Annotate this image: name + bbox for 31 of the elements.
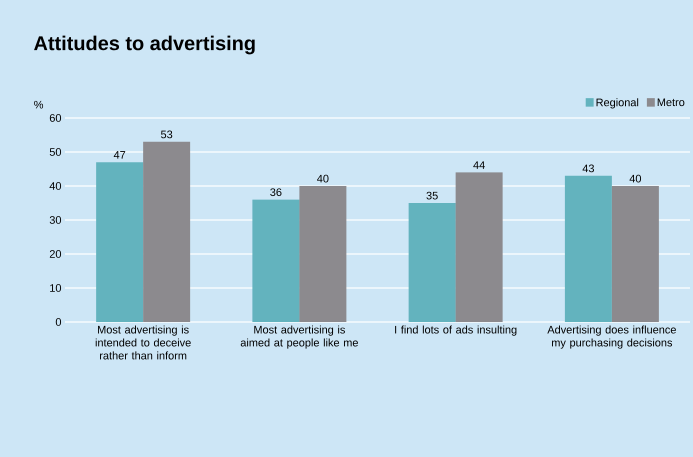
bar [96,162,144,322]
x-tick-label: Most advertising is aimed at people like me [240,326,358,349]
bar [143,142,190,322]
y-tick-label: 10 [50,284,62,292]
x-tick-label: Most advertising is intended to deceive rather than inform [96,326,191,360]
bar [612,186,659,322]
y-axis-title: % [34,100,44,108]
y-tick-label: 50 [50,148,62,156]
bar [408,202,456,322]
chart-title: Attitudes to advertising [34,36,255,54]
x-tick-label: Advertising does influence my purchasing decisions [547,326,676,349]
bar [252,200,300,322]
data-label: 40 [630,174,642,182]
x-tick-label: I find lots of ads insulting [395,326,516,336]
data-label: 35 [426,192,438,200]
y-tick-label: 40 [50,182,62,190]
data-label: 44 [473,161,485,169]
y-tick-label: 30 [50,216,62,224]
y-tick-label: 0 [56,318,62,326]
bar [299,186,346,322]
y-tick-label: 20 [50,250,62,258]
legend-label: Metro [658,98,684,106]
y-tick-label: 60 [50,114,62,122]
data-label: 47 [114,151,126,159]
data-label: 43 [582,164,594,172]
data-label: 36 [270,188,282,196]
legend-label: Regional [596,98,638,108]
bar [456,172,503,322]
data-label: 53 [160,130,172,138]
bar [564,176,612,322]
data-label: 40 [317,174,329,182]
